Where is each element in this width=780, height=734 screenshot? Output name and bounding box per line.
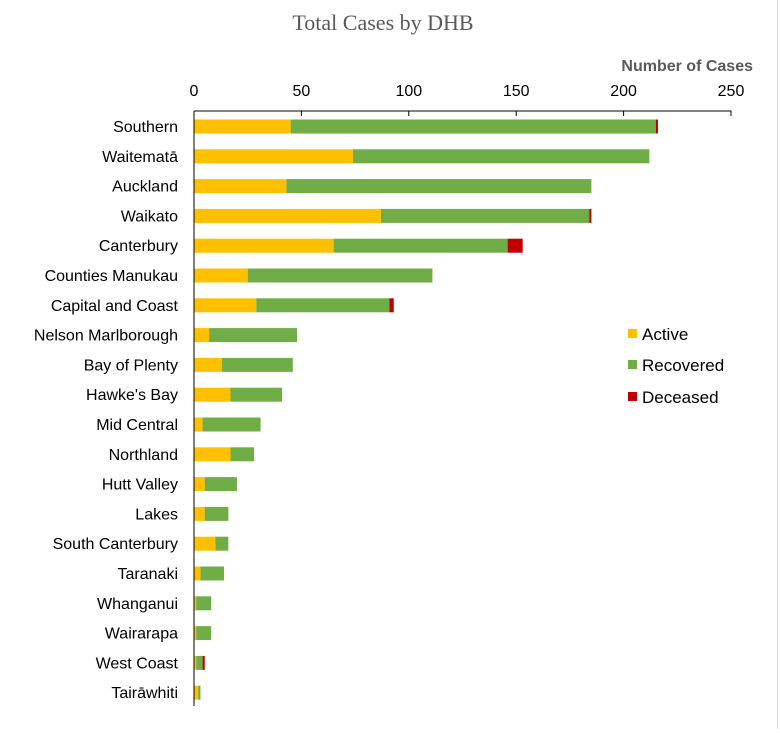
- bar-recovered-11: [230, 447, 255, 462]
- legend: Active Recovered Deceased: [628, 325, 724, 407]
- category-label: Whanganui: [97, 596, 178, 613]
- chart-title: Total Cases by DHB: [292, 10, 473, 35]
- bar-recovered-10: [202, 417, 261, 432]
- legend-label-recovered: Recovered: [642, 356, 724, 375]
- legend-label-deceased: Deceased: [642, 388, 719, 407]
- bar-recovered-1: [352, 149, 650, 164]
- category-label: Tairāwhiti: [111, 685, 178, 702]
- bar-recovered-14: [215, 536, 229, 551]
- legend-swatch-active: [628, 329, 637, 338]
- category-label: Taranaki: [118, 566, 178, 583]
- category-label: Waikato: [121, 208, 178, 225]
- bar-recovered-15: [200, 566, 225, 581]
- category-label: Northland: [109, 447, 178, 464]
- bar-active-5: [194, 268, 248, 283]
- category-label: Southern: [113, 119, 178, 136]
- x-tick-label: 200: [610, 83, 637, 100]
- category-label: Wairarapa: [105, 626, 178, 643]
- bar-active-18: [194, 655, 197, 670]
- bar-recovered-17: [196, 626, 212, 641]
- bar-active-16: [194, 596, 197, 611]
- x-axis-ticks: 0 50 100 150 200 250: [190, 83, 745, 116]
- bar-active-1: [194, 149, 353, 164]
- legend-label-active: Active: [642, 325, 688, 344]
- category-label: Nelson Marlborough: [34, 328, 178, 345]
- bar-active-2: [194, 179, 287, 194]
- x-tick-label: 250: [718, 83, 745, 100]
- x-tick-label: 0: [190, 83, 199, 100]
- bar-active-10: [194, 417, 203, 432]
- category-label: South Canterbury: [53, 536, 178, 553]
- bar-deceased-18: [202, 655, 205, 670]
- bar-recovered-5: [247, 268, 433, 283]
- bar-active-0: [194, 119, 291, 134]
- bar-recovered-16: [196, 596, 212, 611]
- category-label: Counties Manukau: [45, 268, 178, 285]
- bar-deceased-6: [389, 298, 394, 313]
- bar-active-9: [194, 387, 231, 402]
- y-axis-labels: Southern Waitematā Auckland Waikato Canterbu…: [34, 119, 179, 702]
- bar-active-11: [194, 447, 231, 462]
- bar-recovered-4: [333, 238, 508, 253]
- bar-active-17: [194, 626, 197, 641]
- bar-recovered-19: [198, 685, 201, 700]
- category-label: Lakes: [135, 506, 178, 523]
- category-label: Capital and Coast: [51, 298, 179, 315]
- bar-recovered-9: [230, 387, 283, 402]
- bar-recovered-13: [204, 506, 229, 521]
- bar-active-19: [194, 685, 199, 700]
- bar-active-8: [194, 357, 222, 372]
- bar-active-15: [194, 566, 201, 581]
- bar-active-13: [194, 506, 205, 521]
- bar-active-3: [194, 208, 381, 223]
- bar-deceased-3: [589, 208, 592, 223]
- legend-swatch-recovered: [628, 360, 637, 369]
- bar-active-7: [194, 328, 210, 343]
- bar-active-4: [194, 238, 334, 253]
- bar-deceased-4: [507, 238, 523, 253]
- category-label: Hutt Valley: [102, 477, 178, 494]
- bar-active-6: [194, 298, 257, 313]
- x-tick-label: 50: [293, 83, 311, 100]
- bar-deceased-0: [655, 119, 658, 134]
- category-label: West Coast: [96, 655, 179, 672]
- bar-recovered-6: [256, 298, 390, 313]
- bar-series: [194, 119, 658, 700]
- bar-recovered-3: [380, 208, 590, 223]
- bar-recovered-0: [290, 119, 656, 134]
- category-label: Auckland: [112, 179, 178, 196]
- bar-recovered-12: [204, 477, 237, 492]
- category-label: Waitematā: [102, 149, 178, 166]
- bar-active-12: [194, 477, 205, 492]
- x-tick-label: 150: [503, 83, 530, 100]
- category-label: Bay of Plenty: [84, 357, 178, 374]
- x-axis-label: Number of Cases: [621, 58, 753, 75]
- frame-border: [777, 0, 778, 729]
- x-tick-label: 100: [395, 83, 422, 100]
- category-label: Canterbury: [99, 238, 178, 255]
- bar-recovered-7: [209, 328, 298, 343]
- legend-swatch-deceased: [628, 392, 637, 401]
- bar-recovered-8: [221, 357, 293, 372]
- category-label: Mid Central: [96, 417, 178, 434]
- bar-recovered-2: [286, 179, 592, 194]
- bar-active-14: [194, 536, 216, 551]
- bar-recovered-18: [196, 655, 203, 670]
- category-label: Hawke's Bay: [86, 387, 178, 404]
